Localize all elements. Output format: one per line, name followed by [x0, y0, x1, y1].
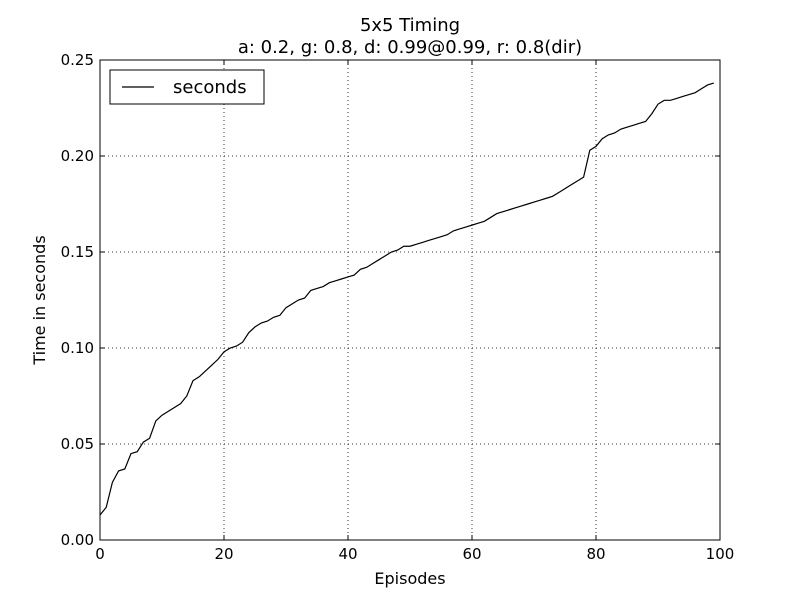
y-tick-label: 0.20: [61, 147, 94, 165]
chart-title: 5x5 Timing: [360, 15, 460, 36]
x-tick-label: 20: [214, 545, 233, 563]
y-tick-label: 0.25: [61, 51, 94, 69]
x-tick-label: 60: [462, 545, 481, 563]
x-tick-label: 80: [586, 545, 605, 563]
x-tick-label: 100: [706, 545, 735, 563]
x-tick-label: 40: [338, 545, 357, 563]
x-axis-label: Episodes: [374, 569, 445, 588]
chart-subtitle: a: 0.2, g: 0.8, d: 0.99@0.99, r: 0.8(dir…: [238, 37, 582, 58]
legend: seconds: [109, 69, 265, 105]
series-line-seconds: [99, 82, 714, 516]
y-tick-label: 0.05: [61, 435, 94, 453]
x-tick-label: 0: [95, 545, 105, 563]
y-tick-label: 0.10: [61, 339, 94, 357]
axis-ticks: [99, 59, 721, 541]
y-tick-label: 0.00: [61, 531, 94, 549]
y-axis-label: Time in seconds: [30, 235, 49, 365]
y-tick-label: 0.15: [61, 243, 94, 261]
tick-labels: 0 20 40 60 80 100 0.00 0.05 0.10 0.15 0.20 0.25: [61, 51, 735, 563]
grid-lines: [100, 60, 720, 540]
plot-frame: [99, 59, 721, 541]
legend-label-seconds: seconds: [173, 77, 247, 98]
